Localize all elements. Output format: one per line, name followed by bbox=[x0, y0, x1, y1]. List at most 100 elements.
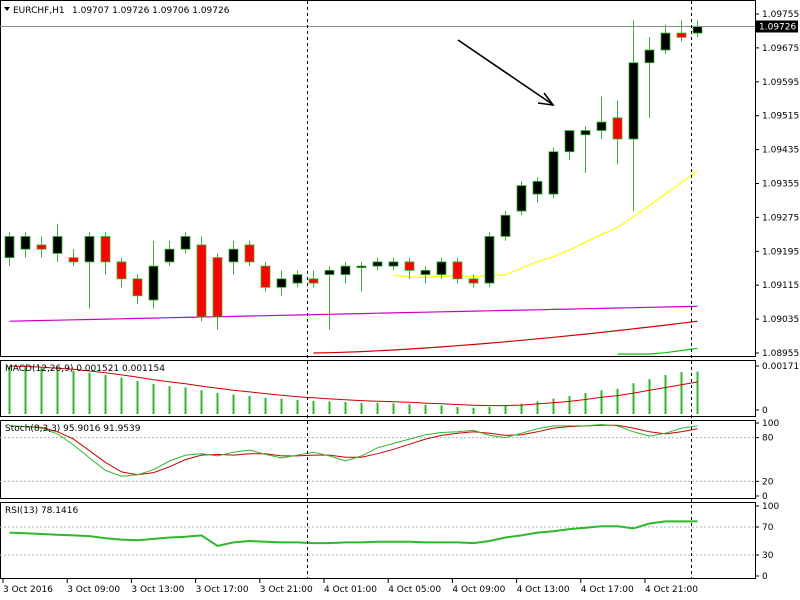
current-price-label: 1.09726 bbox=[759, 23, 796, 33]
time-tick-label: 3 Oct 13:00 bbox=[131, 585, 184, 595]
rsi-pane-border bbox=[0, 502, 756, 579]
time-tick-label: 4 Oct 09:00 bbox=[452, 585, 505, 595]
indicator-axes: 0.00171901008020010070300 bbox=[755, 362, 800, 582]
current-price-tag bbox=[756, 20, 798, 33]
candle bbox=[612, 100, 623, 165]
rsi-pane: RSI(13) 78.1416 bbox=[0, 502, 756, 579]
price-tick-label: 1.09595 bbox=[762, 78, 799, 88]
candle-body bbox=[596, 121, 607, 131]
stoch-label: Stoch(8,3,3) 95.9016 91.9539 bbox=[5, 424, 141, 434]
macd-histogram bbox=[8, 365, 699, 414]
candle bbox=[660, 24, 671, 55]
price-tick-label: 1.09515 bbox=[762, 112, 799, 122]
price-pane-border bbox=[0, 0, 756, 357]
time-tick-label: 3 Oct 2016 bbox=[3, 585, 53, 595]
price-tick-label: 1.09195 bbox=[762, 247, 799, 257]
candle bbox=[68, 249, 79, 267]
candle-body bbox=[452, 261, 463, 280]
arrow-annotation bbox=[457, 39, 553, 105]
candle-body bbox=[292, 274, 303, 284]
candle-body bbox=[484, 236, 495, 284]
candle bbox=[84, 232, 95, 309]
candle bbox=[228, 240, 239, 275]
time-tick-label: 3 Oct 09:00 bbox=[67, 585, 120, 595]
candle-body bbox=[212, 257, 223, 318]
candle bbox=[308, 270, 319, 288]
rsi-axis-label: 30 bbox=[762, 551, 774, 561]
price-tick-label: 1.09355 bbox=[762, 180, 799, 190]
stoch-axis-label: 100 bbox=[762, 419, 779, 429]
candle-body bbox=[340, 265, 351, 276]
time-tick-label: 4 Oct 05:00 bbox=[388, 585, 441, 595]
candle bbox=[180, 232, 191, 254]
ma-slow-line bbox=[313, 320, 698, 354]
candle-body bbox=[20, 236, 31, 250]
stoch-axis-label: 80 bbox=[762, 434, 774, 444]
candle-body bbox=[676, 32, 687, 38]
candle-body bbox=[164, 248, 175, 263]
time-tick-label: 4 Oct 21:00 bbox=[645, 585, 698, 595]
price-tick-label: 1.09755 bbox=[762, 10, 799, 20]
candle-body bbox=[692, 25, 703, 34]
candle-body bbox=[244, 244, 255, 263]
candle-body bbox=[420, 269, 431, 276]
candle bbox=[356, 261, 367, 292]
candle bbox=[196, 236, 207, 322]
candle-body bbox=[84, 236, 95, 263]
stoch-axis-label: 20 bbox=[762, 477, 774, 487]
candle-body bbox=[628, 62, 639, 140]
price-tick-label: 1.09115 bbox=[762, 281, 799, 291]
candle-body bbox=[228, 248, 239, 263]
candle-body bbox=[548, 151, 559, 195]
candle-body bbox=[116, 261, 127, 280]
ma-mid-line bbox=[9, 305, 698, 322]
stoch-main-line bbox=[9, 423, 698, 477]
ma-long-line bbox=[617, 347, 698, 355]
candle bbox=[116, 257, 127, 288]
candle bbox=[132, 274, 143, 305]
candle-body bbox=[404, 261, 415, 271]
rsi-axis-label: 100 bbox=[762, 502, 779, 512]
candle-body bbox=[436, 261, 447, 276]
candle bbox=[404, 257, 415, 279]
candle bbox=[420, 266, 431, 284]
candle bbox=[628, 20, 639, 212]
time-tick-label: 4 Oct 01:00 bbox=[324, 585, 377, 595]
candle-body bbox=[644, 49, 655, 64]
candle bbox=[100, 232, 111, 275]
candle bbox=[644, 37, 655, 118]
candle-body bbox=[324, 269, 335, 276]
stoch-pane-border bbox=[0, 420, 756, 499]
stoch-pane: Stoch(8,3,3) 95.9016 91.9539 bbox=[0, 420, 756, 499]
candle-body bbox=[500, 214, 511, 237]
time-tick-label: 4 Oct 13:00 bbox=[517, 585, 570, 595]
price-axis: 1.09755 1.09675 1.09595 1.09515 1.09435 1.093… bbox=[755, 10, 799, 359]
stoch-axis-label: 0 bbox=[762, 492, 768, 502]
candle-body bbox=[468, 278, 479, 284]
candle bbox=[596, 96, 607, 140]
arrow-head bbox=[537, 92, 555, 107]
candle bbox=[52, 223, 63, 262]
candles bbox=[4, 20, 703, 330]
candle-body bbox=[356, 265, 367, 269]
candle-body bbox=[660, 32, 671, 51]
candle-body bbox=[180, 236, 191, 250]
chevron-down-icon[interactable] bbox=[4, 7, 10, 11]
candle bbox=[468, 274, 479, 288]
candle-body bbox=[52, 236, 63, 254]
candle-body bbox=[132, 278, 143, 297]
candle-body bbox=[564, 130, 575, 153]
candle bbox=[244, 240, 255, 267]
candle bbox=[372, 257, 383, 271]
time-axis: 3 Oct 2016 3 Oct 09:00 3 Oct 13:00 3 Oct 17… bbox=[0, 578, 755, 595]
rsi-axis-label: 70 bbox=[762, 523, 774, 533]
candle-body bbox=[4, 236, 15, 259]
candle bbox=[36, 236, 47, 258]
candle bbox=[340, 261, 351, 284]
candle-body bbox=[196, 244, 207, 318]
price-tick-label: 1.08955 bbox=[762, 349, 799, 359]
candle bbox=[516, 181, 527, 216]
candle-body bbox=[388, 261, 399, 267]
candle bbox=[292, 270, 303, 288]
ma-fast-line bbox=[393, 170, 698, 279]
